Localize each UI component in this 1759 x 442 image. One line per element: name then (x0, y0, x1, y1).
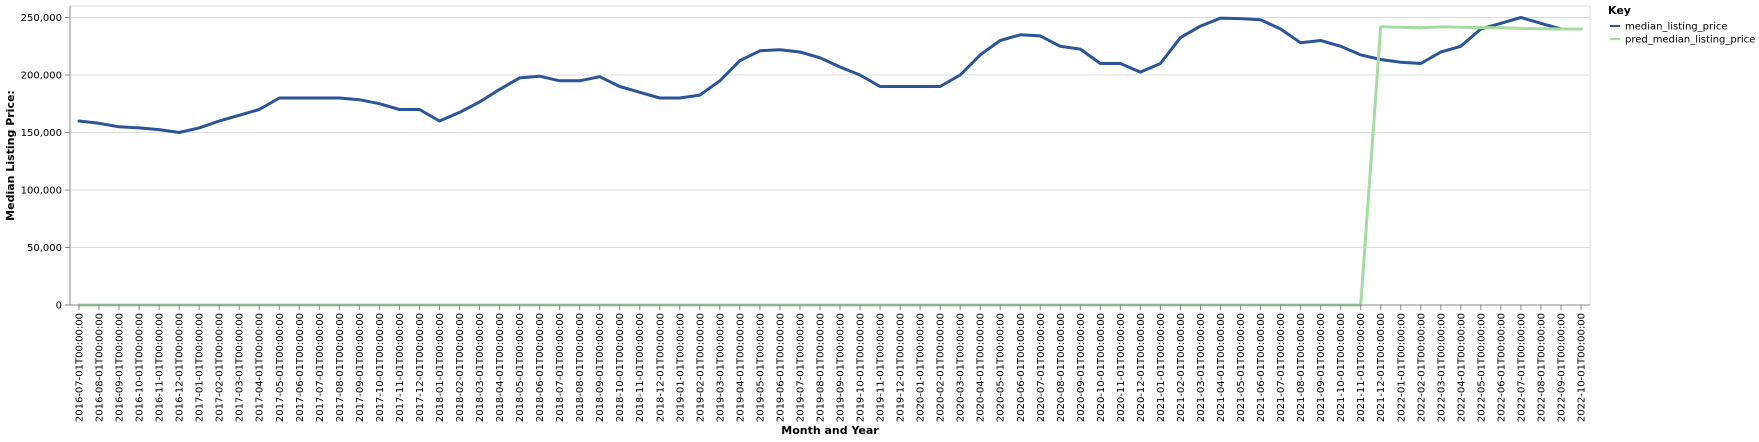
y-axis: 0 50,000 100,000 150,000 200,000 250,000 (21, 6, 71, 312)
series-line-median_listing_price (77, 16, 1583, 134)
x-tick-label: 2017-02-01T00:00:00 (215, 313, 226, 422)
x-tick-label: 2019-09-01T00:00:00 (836, 313, 847, 422)
x-tick-label: 2021-11-01T00:00:00 (1356, 313, 1367, 422)
x-tick-label: 2021-03-01T00:00:00 (1196, 313, 1207, 422)
x-tick-label: 2017-09-01T00:00:00 (355, 313, 366, 422)
x-tick-label: 2020-07-01T00:00:00 (1036, 313, 1047, 422)
x-tick-label: 2019-04-01T00:00:00 (735, 313, 746, 422)
y-tick-label: 50,000 (27, 243, 62, 254)
x-tick-label: 2019-06-01T00:00:00 (775, 313, 786, 422)
legend-title: Key (1608, 4, 1631, 17)
x-tick-label: 2016-11-01T00:00:00 (155, 313, 166, 422)
gridlines (70, 17, 1590, 306)
x-tick-label: 2018-01-01T00:00:00 (435, 313, 446, 422)
x-tick-label: 2022-10-01T00:00:00 (1577, 313, 1588, 422)
x-tick-label: 2021-01-01T00:00:00 (1156, 313, 1167, 422)
y-tick-label: 100,000 (21, 186, 62, 197)
x-tick-label: 2022-02-01T00:00:00 (1416, 313, 1427, 422)
x-tick-label: 2018-10-01T00:00:00 (615, 313, 626, 422)
x-tick-label: 2022-08-01T00:00:00 (1536, 313, 1547, 422)
y-tick-label: 0 (56, 301, 62, 312)
x-tick-label: 2018-09-01T00:00:00 (595, 313, 606, 422)
x-tick-label: 2017-03-01T00:00:00 (235, 313, 246, 422)
x-tick-label: 2020-12-01T00:00:00 (1136, 313, 1147, 422)
x-tick-label: 2017-08-01T00:00:00 (335, 313, 346, 422)
x-tick-label: 2018-05-01T00:00:00 (515, 313, 526, 422)
x-tick-label: 2016-09-01T00:00:00 (115, 313, 126, 422)
x-tick-label: 2017-07-01T00:00:00 (315, 313, 326, 422)
x-tick-label: 2022-09-01T00:00:00 (1556, 313, 1567, 422)
x-tick-label: 2017-04-01T00:00:00 (255, 313, 266, 422)
x-tick-label: 2021-06-01T00:00:00 (1256, 313, 1267, 422)
x-tick-label: 2021-02-01T00:00:00 (1176, 313, 1187, 422)
x-tick-label: 2019-12-01T00:00:00 (896, 313, 907, 422)
x-tick-label: 2022-06-01T00:00:00 (1496, 313, 1507, 422)
x-tick-label: 2020-09-01T00:00:00 (1076, 313, 1087, 422)
x-tick-label: 2020-02-01T00:00:00 (936, 313, 947, 422)
x-tick-label: 2018-04-01T00:00:00 (495, 313, 506, 422)
plot-frame (69, 5, 1591, 306)
x-axis-title: Month and Year (781, 424, 879, 437)
x-tick-label: 2018-08-01T00:00:00 (575, 313, 586, 422)
x-tick-label: 2020-05-01T00:00:00 (996, 313, 1007, 422)
x-tick-label: 2021-04-01T00:00:00 (1216, 313, 1227, 422)
x-tick-label: 2019-01-01T00:00:00 (675, 313, 686, 422)
x-tick-label: 2016-08-01T00:00:00 (95, 313, 106, 422)
x-tick-label: 2019-11-01T00:00:00 (876, 313, 887, 422)
x-tick-label: 2021-10-01T00:00:00 (1336, 313, 1347, 422)
x-tick-label: 2018-06-01T00:00:00 (535, 313, 546, 422)
y-tick-label: 200,000 (21, 71, 62, 82)
x-tick-label: 2020-10-01T00:00:00 (1096, 313, 1107, 422)
x-tick-label: 2017-11-01T00:00:00 (395, 313, 406, 422)
x-tick-label: 2022-03-01T00:00:00 (1436, 313, 1447, 422)
x-tick-label: 2021-09-01T00:00:00 (1316, 313, 1327, 422)
series-layer (77, 16, 1583, 307)
x-tick-label: 2018-12-01T00:00:00 (655, 313, 666, 422)
x-tick-label: 2019-05-01T00:00:00 (755, 313, 766, 422)
x-tick-label: 2019-03-01T00:00:00 (715, 313, 726, 422)
y-tick-label: 250,000 (21, 13, 62, 24)
series-line-pred_median_listing_price (77, 25, 1583, 307)
x-tick-label: 2019-07-01T00:00:00 (795, 313, 806, 422)
x-axis: 2016-07-01T00:00:00 2016-08-01T00:00:00 20… (70, 304, 1590, 422)
x-tick-label: 2017-10-01T00:00:00 (375, 313, 386, 422)
legend-label: median_listing_price (1625, 22, 1728, 33)
legend: Key median_listing_price pred_median_list… (1608, 4, 1755, 46)
x-tick-label: 2021-12-01T00:00:00 (1376, 313, 1387, 422)
x-tick-label: 2020-04-01T00:00:00 (976, 313, 987, 422)
x-tick-label: 2018-02-01T00:00:00 (455, 313, 466, 422)
x-tick-label: 2017-01-01T00:00:00 (195, 313, 206, 422)
x-tick-label: 2021-05-01T00:00:00 (1236, 313, 1247, 422)
x-tick-label: 2020-03-01T00:00:00 (956, 313, 967, 422)
x-tick-label: 2020-06-01T00:00:00 (1016, 313, 1027, 422)
x-tick-label: 2018-03-01T00:00:00 (475, 313, 486, 422)
x-tick-label: 2020-01-01T00:00:00 (916, 313, 927, 422)
x-tick-label: 2019-02-01T00:00:00 (695, 313, 706, 422)
y-axis-title: Median Listing Price: (4, 90, 17, 221)
x-tick-label: 2019-08-01T00:00:00 (815, 313, 826, 422)
x-tick-label: 2017-06-01T00:00:00 (295, 313, 306, 422)
y-tick-label: 150,000 (21, 128, 62, 139)
x-tick-label: 2022-04-01T00:00:00 (1456, 313, 1467, 422)
x-tick-label: 2016-10-01T00:00:00 (135, 313, 146, 422)
x-tick-label: 2022-07-01T00:00:00 (1516, 313, 1527, 422)
x-tick-label: 2016-07-01T00:00:00 (75, 313, 86, 422)
x-tick-label: 2019-10-01T00:00:00 (856, 313, 867, 422)
x-tick-label: 2021-07-01T00:00:00 (1276, 313, 1287, 422)
x-tick-label: 2016-12-01T00:00:00 (175, 313, 186, 422)
legend-label: pred_median_listing_price (1625, 35, 1755, 46)
x-tick-label: 2022-05-01T00:00:00 (1476, 313, 1487, 422)
x-tick-label: 2017-05-01T00:00:00 (275, 313, 286, 422)
x-tick-label: 2018-07-01T00:00:00 (555, 313, 566, 422)
x-tick-label: 2021-08-01T00:00:00 (1296, 313, 1307, 422)
x-tick-label: 2018-11-01T00:00:00 (635, 313, 646, 422)
x-tick-label: 2017-12-01T00:00:00 (415, 313, 426, 422)
x-tick-label: 2022-01-01T00:00:00 (1396, 313, 1407, 422)
x-tick-label: 2020-08-01T00:00:00 (1056, 313, 1067, 422)
x-tick-label: 2020-11-01T00:00:00 (1116, 313, 1127, 422)
